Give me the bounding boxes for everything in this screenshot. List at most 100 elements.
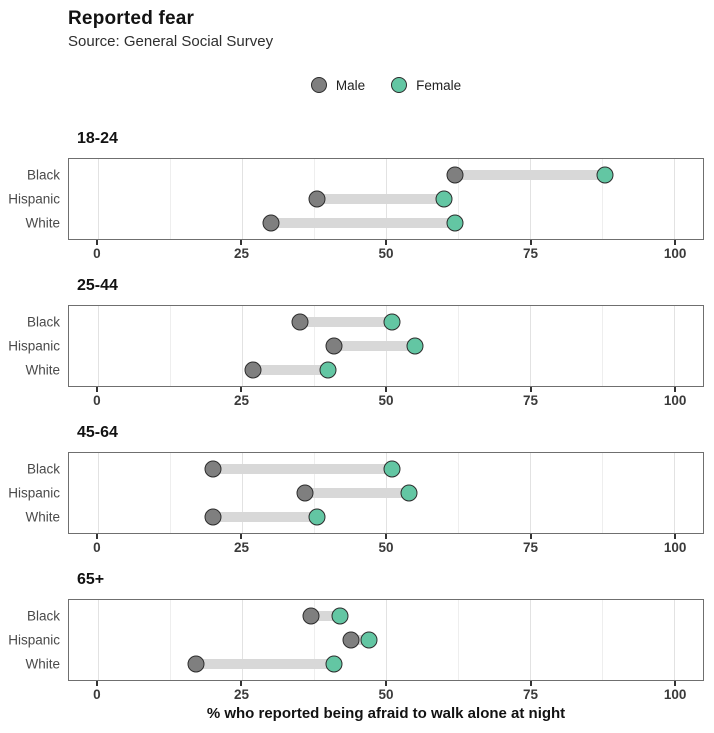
axis-tick: [95, 240, 98, 245]
axis-tick: [240, 240, 243, 245]
range-bar: [311, 611, 340, 621]
gridline-major: [674, 600, 676, 680]
category-label: Hispanic: [8, 338, 60, 354]
plot-panel: Black Hispanic White: [8, 452, 704, 534]
range-bar: [351, 635, 369, 645]
female-dot: [383, 313, 401, 331]
axis-tick-label: 50: [378, 246, 394, 261]
male-dot: [342, 631, 360, 649]
gridline-major: [241, 159, 243, 239]
axis-tick-label: 0: [93, 393, 101, 408]
range-bar: [195, 659, 335, 669]
axis-tick-label: 100: [663, 687, 687, 702]
page-title: Reported fear: [68, 8, 195, 29]
facet-title: 18-24: [77, 130, 118, 147]
plot-panel: Black Hispanic White: [8, 599, 704, 681]
gridline-major: [97, 453, 99, 533]
category-label: Hispanic: [8, 632, 60, 648]
range-bar: [316, 194, 444, 204]
category-label: Hispanic: [8, 485, 60, 501]
legend-label-female: Female: [416, 77, 462, 93]
x-axis: 0 25 50 75 100: [68, 534, 704, 558]
axis-tick-label: 25: [233, 687, 249, 702]
x-axis: 0 25 50 75 100: [68, 681, 704, 705]
range-bar: [305, 488, 410, 498]
gridline-minor: [602, 600, 604, 680]
gridline-minor: [169, 159, 171, 239]
female-dot: [435, 190, 453, 208]
gridline-major: [530, 159, 532, 239]
x-axis-title: % who reported being afraid to walk alon…: [206, 705, 566, 722]
male-dot: [291, 313, 309, 331]
axis-tick: [674, 534, 677, 539]
legend-item-male: Male: [310, 77, 366, 93]
male-dot: [325, 337, 343, 355]
axis-tick: [385, 387, 387, 392]
axis-tick-label: 25: [233, 246, 249, 261]
female-dot: [596, 166, 614, 184]
axis-tick-label: 75: [523, 687, 539, 702]
female-dot: [383, 460, 401, 478]
axis-tick-label: 75: [523, 393, 539, 408]
category-label: Hispanic: [8, 191, 60, 207]
axis-tick: [529, 681, 532, 686]
legend: Male Female: [68, 77, 704, 93]
x-axis: 0 25 50 75 100: [68, 240, 704, 264]
gridline-major: [241, 453, 243, 533]
axis-tick-label: 50: [378, 687, 394, 702]
axis-tick-label: 25: [233, 393, 249, 408]
gridline-major: [530, 453, 532, 533]
gridline-major: [674, 453, 676, 533]
gridline-major: [97, 600, 99, 680]
category-label: Black: [26, 608, 60, 624]
axis-tick-label: 25: [233, 540, 249, 555]
category-label: Black: [26, 461, 60, 477]
female-dot: [446, 214, 464, 232]
gridline-minor: [169, 600, 171, 680]
category-label: Black: [26, 167, 60, 183]
male-dot: [446, 166, 464, 184]
axis-tick-label: 75: [523, 540, 539, 555]
axis-tick: [529, 534, 532, 539]
range-bar: [213, 512, 317, 522]
gridline-minor: [169, 306, 171, 386]
category-label: White: [25, 656, 60, 672]
gridline-major: [674, 306, 676, 386]
female-dot: [400, 484, 418, 502]
gridline-major: [674, 159, 676, 239]
gridline-major: [241, 306, 243, 386]
male-dot: [244, 361, 262, 379]
category-label: Black: [26, 314, 60, 330]
range-bar: [213, 464, 392, 474]
male-dot: [308, 190, 326, 208]
male-dot: [187, 655, 205, 673]
gridline-minor: [602, 306, 604, 386]
male-dot: [262, 214, 280, 232]
range-bar: [253, 365, 329, 375]
range-bar: [334, 341, 415, 351]
gridline-major: [386, 600, 387, 680]
gridline-major: [97, 306, 99, 386]
gridline-minor: [313, 306, 315, 386]
category-label: White: [25, 362, 60, 378]
axis-tick: [385, 681, 387, 686]
gridline-major: [241, 600, 243, 680]
gridline-major: [530, 306, 532, 386]
plot-panel: Black Hispanic White: [8, 305, 704, 387]
axis-tick: [95, 387, 98, 392]
axis-tick: [385, 240, 387, 245]
gridline-minor: [458, 306, 460, 386]
male-dot: [296, 484, 314, 502]
facet-45-64: 45-64 Black Hispanic White 0 25 50 75 100: [0, 423, 714, 558]
female-dot: [360, 631, 378, 649]
legend-item-female: Female: [391, 77, 461, 93]
category-label: White: [25, 509, 60, 525]
gridline-minor: [458, 159, 460, 239]
male-dot: [204, 460, 222, 478]
axis-tick: [674, 387, 677, 392]
axis-tick-label: 0: [93, 687, 101, 702]
legend-label-male: Male: [335, 77, 366, 93]
axis-tick: [240, 681, 243, 686]
facets: 18-24 Black Hispanic White 0 25 50 75 100 25-44 Bl…: [0, 129, 714, 705]
